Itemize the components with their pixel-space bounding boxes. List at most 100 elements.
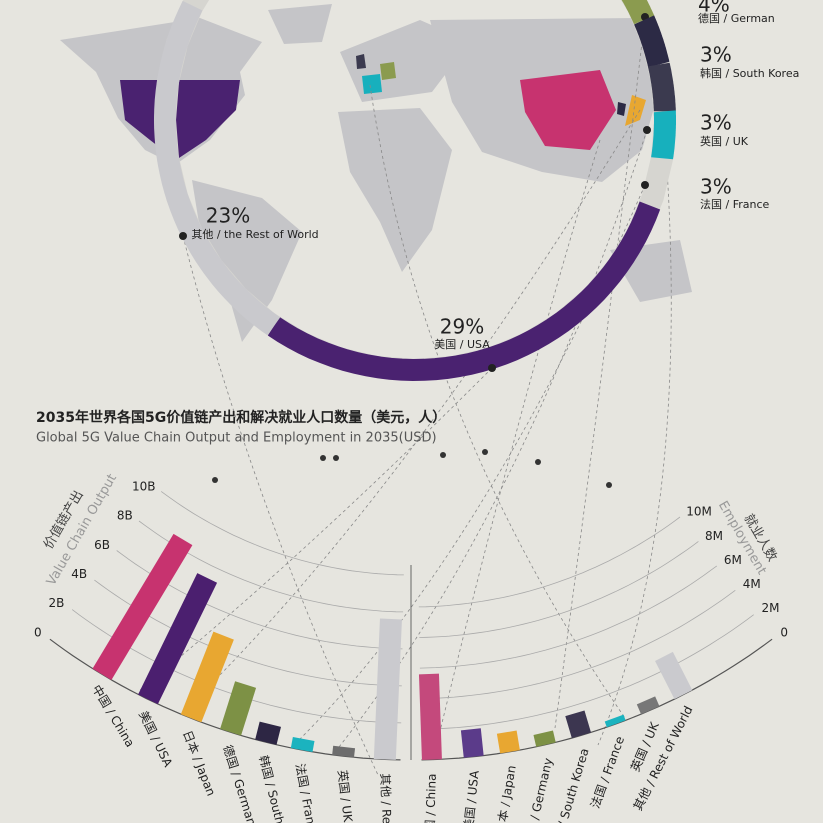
- y-tick-label: 6B: [94, 538, 110, 552]
- grid-line: [419, 541, 699, 638]
- japan-shape: [625, 95, 646, 126]
- category-label: 法国 / France: [293, 762, 321, 823]
- category-label: 法国 / France: [588, 734, 627, 810]
- bar: [636, 696, 660, 715]
- grid-line: [418, 516, 681, 608]
- connector: [597, 79, 672, 746]
- connector-dot: [535, 459, 541, 465]
- bar: [373, 618, 402, 760]
- grid-line: [160, 491, 404, 576]
- grid-line: [420, 614, 754, 730]
- label-dot: [488, 364, 496, 372]
- bar: [565, 710, 591, 739]
- ring-segment: [634, 15, 670, 68]
- category-label: 中国 / China: [89, 682, 138, 750]
- share-label: 29%: [440, 315, 484, 339]
- share-name: 其他 / the Rest of World: [191, 228, 318, 241]
- category-label: 其他 / Rest of World: [378, 773, 397, 823]
- connector-dot: [440, 452, 446, 458]
- category-label: 韩国 / South Korea: [256, 754, 297, 823]
- world-map: [60, 4, 692, 342]
- share-name: 美国 / USA: [434, 338, 490, 351]
- y-tick-label: 10B: [132, 480, 156, 494]
- korea-shape: [617, 102, 626, 116]
- connector: [189, 109, 641, 706]
- share-name: 德国 / German: [698, 11, 775, 25]
- grid-line: [420, 589, 736, 700]
- france-shape: [362, 74, 382, 94]
- y-tick-label: 8B: [117, 509, 133, 523]
- connector: [296, 184, 646, 743]
- bar: [418, 673, 442, 760]
- chart-subtitle: Global 5G Value Chain Output and Employm…: [36, 431, 437, 446]
- category-label: 韩国 / South Korea: [546, 746, 591, 823]
- connector-dot: [482, 449, 488, 455]
- share-label: 3%: [700, 43, 732, 67]
- connector-dot: [212, 477, 218, 483]
- y-tick-label: 4B: [71, 567, 87, 581]
- south-america: [192, 180, 302, 342]
- share-label: 3%: [700, 175, 732, 199]
- bar: [255, 721, 281, 745]
- share-label: 4%: [698, 0, 730, 17]
- category-label: 日本 / Japan: [180, 729, 218, 798]
- germany-shape: [380, 62, 396, 80]
- china-shape: [520, 70, 616, 150]
- bar: [138, 573, 218, 705]
- y-tick-label: 0: [780, 625, 788, 639]
- share-name: 英国 / UK: [700, 134, 749, 148]
- ring-segment: [651, 110, 676, 160]
- label-dot: [643, 126, 651, 134]
- bar: [220, 681, 257, 736]
- category-label: 美国 / USA: [461, 769, 481, 823]
- bar: [533, 730, 556, 747]
- usa-shape: [120, 80, 240, 160]
- bar: [460, 728, 484, 758]
- connector: [432, 139, 601, 761]
- bar: [604, 714, 626, 728]
- y-tick-label: 4M: [743, 577, 761, 591]
- grid-line: [421, 638, 773, 761]
- label-dot: [641, 181, 649, 189]
- ring-segment: [621, 0, 655, 25]
- category-label: 德国 / Germany: [520, 756, 555, 823]
- share-name: 法国 / France: [700, 197, 770, 211]
- chart-title: 2035年世界各国5G价值链产出和解决就业人口数量（美元，人）: [36, 409, 446, 426]
- category-label: 美国 / USA: [136, 709, 175, 770]
- y-tick-label: 0: [34, 625, 42, 639]
- bar: [92, 533, 193, 680]
- connector-dot: [320, 455, 326, 461]
- y-tick-label: 2B: [49, 596, 65, 610]
- category-label: 德国 / Germany: [220, 743, 262, 823]
- bar: [655, 651, 693, 700]
- category-label: 中国 / China: [421, 773, 438, 823]
- uk-shape: [356, 54, 366, 69]
- share-name: 韩国 / South Korea: [700, 66, 799, 80]
- connector-dot: [333, 455, 339, 461]
- ring-segment: [267, 201, 661, 382]
- connector: [554, 16, 646, 729]
- category-label: 英国 / UK: [335, 769, 355, 823]
- share-label: 23%: [206, 204, 250, 228]
- y-tick-label: 6M: [724, 553, 742, 567]
- connector: [139, 367, 493, 691]
- connector: [369, 84, 626, 719]
- bar: [180, 631, 234, 723]
- bar: [332, 745, 356, 758]
- greenland: [268, 4, 332, 44]
- bar: [496, 730, 520, 754]
- ring-segment: [153, 0, 281, 336]
- label-dot: [179, 232, 187, 240]
- connector-dot: [606, 482, 612, 488]
- ring-segment: [647, 62, 676, 112]
- share-label: 3%: [700, 111, 732, 135]
- y-tick-label: 8M: [705, 529, 723, 543]
- africa: [338, 108, 452, 272]
- bar: [290, 737, 315, 752]
- y-tick-label: 2M: [762, 601, 780, 615]
- category-label: 日本 / Japan: [493, 764, 518, 823]
- y-tick-label: 10M: [686, 505, 712, 519]
- grid-line: [419, 565, 718, 669]
